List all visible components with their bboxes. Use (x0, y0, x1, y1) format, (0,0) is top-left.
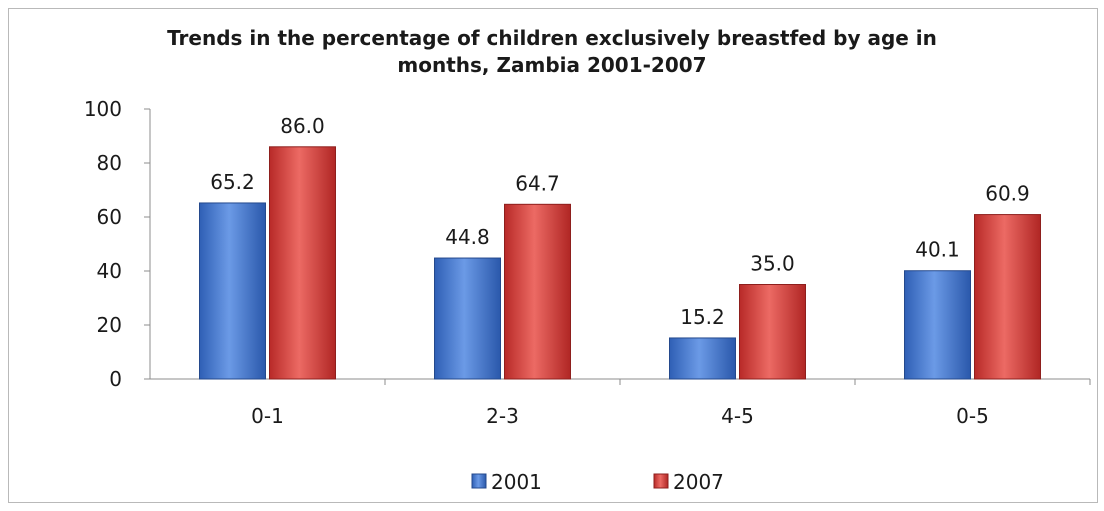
bar-2001-4-5 (669, 337, 736, 380)
data-label: 44.8 (445, 225, 490, 249)
bar-2001-0-1 (199, 202, 266, 380)
x-tick-label: 2-3 (486, 404, 519, 428)
axes: 0 20 40 60 80 100 0-1 2-3 4-5 0-5 (84, 97, 1091, 428)
y-tick-label: 80 (97, 151, 122, 175)
x-tick-label: 0-1 (251, 404, 284, 428)
y-tick-label: 60 (97, 205, 122, 229)
bar-2007-0-5 (974, 214, 1041, 380)
y-tick-label: 40 (97, 259, 122, 283)
data-label: 35.0 (750, 252, 795, 276)
bar-2007-0-1 (269, 146, 336, 380)
data-label: 65.2 (210, 170, 255, 194)
x-tick-label: 4-5 (721, 404, 754, 428)
chart-title-line-1: Trends in the percentage of children exc… (167, 26, 937, 50)
legend-swatch-2007 (653, 473, 669, 489)
x-tick-label: 0-5 (956, 404, 989, 428)
data-label: 60.9 (985, 182, 1030, 206)
chart-title-line-2: months, Zambia 2001-2007 (397, 53, 707, 77)
legend-label-2007: 2007 (673, 470, 724, 494)
y-tick-label: 0 (109, 367, 122, 391)
bar-2001-2-3 (434, 257, 501, 380)
bars (199, 146, 1041, 380)
data-labels: 65.2 86.0 44.8 64.7 15.2 35.0 40.1 60.9 (210, 114, 1030, 329)
bar-2007-4-5 (739, 284, 806, 380)
chart-title: Trends in the percentage of children exc… (0, 25, 1104, 79)
legend: 2001 2007 (471, 470, 724, 494)
data-label: 86.0 (280, 114, 325, 138)
legend-swatch-2001 (471, 473, 487, 489)
data-label: 40.1 (915, 238, 960, 262)
legend-label-2001: 2001 (491, 470, 542, 494)
bar-2001-0-5 (904, 270, 971, 380)
y-tick-label: 100 (84, 97, 122, 121)
data-label: 15.2 (680, 305, 725, 329)
data-label: 64.7 (515, 171, 560, 195)
bar-2007-2-3 (504, 203, 571, 380)
y-tick-label: 20 (97, 313, 122, 337)
